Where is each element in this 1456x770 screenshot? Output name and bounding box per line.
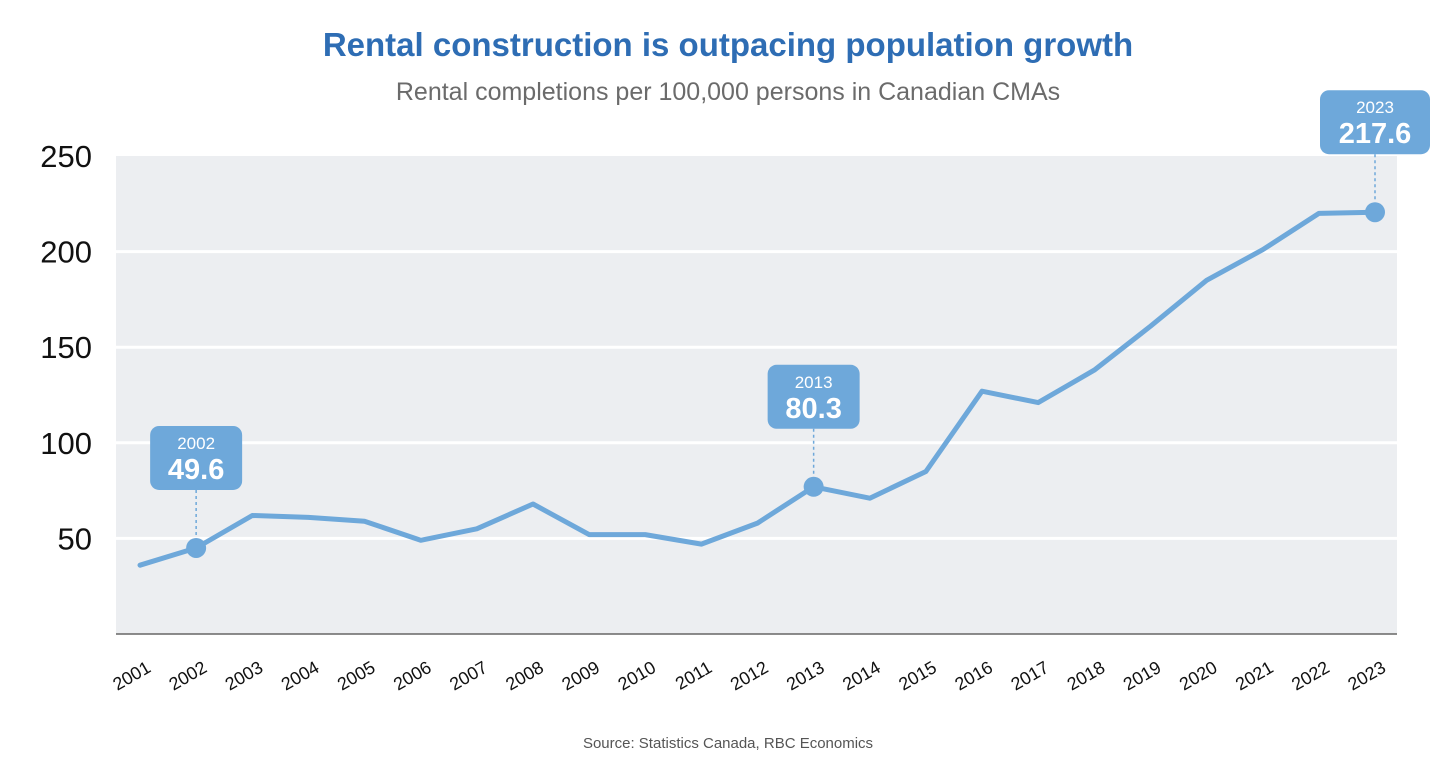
y-tick-label-250: 250: [40, 139, 92, 174]
x-tick-label-2003: 2003: [222, 657, 267, 694]
series-group: [137, 209, 1378, 568]
x-tick-label-2004: 2004: [278, 657, 323, 694]
callout-box-2013: [767, 364, 860, 429]
x-tick-label-2006: 2006: [390, 657, 435, 694]
x-tick-label-2018: 2018: [1064, 657, 1109, 694]
x-tick-label-2009: 2009: [558, 657, 603, 694]
callout-box-2002: [150, 425, 243, 490]
x-tick-label-2007: 2007: [446, 657, 491, 694]
chart-title: Rental construction is outpacing populat…: [322, 26, 1134, 63]
x-tick-label-2022: 2022: [1288, 657, 1333, 694]
callout-value-2002: 49.6: [168, 454, 224, 486]
x-axis: 2001 2002 2003 2004 2005 2006 2007 2008 2009 2010…: [109, 657, 1389, 694]
callout-value-2023: 217.6: [1339, 118, 1412, 150]
source-note: Source: Statistics Canada, RBC Economics: [582, 735, 874, 752]
callout-value-2013: 80.3: [785, 393, 841, 425]
y-tick-label-50: 50: [58, 521, 92, 556]
x-tick-label-2001: 2001: [109, 657, 154, 694]
x-tick-label-2016: 2016: [951, 657, 996, 694]
plot-area: [116, 156, 1397, 634]
x-tick-label-2012: 2012: [727, 657, 772, 694]
series-line-0: [137, 209, 1378, 568]
x-tick-label-2010: 2010: [615, 657, 660, 694]
y-axis: 50 100 150 200 250: [40, 139, 92, 556]
x-tick-label-2023: 2023: [1344, 657, 1389, 694]
y-tick-label-150: 150: [40, 330, 92, 365]
x-tick-label-2017: 2017: [1008, 657, 1053, 694]
y-tick-label-100: 100: [40, 426, 92, 461]
callout-year-2002: 2002: [177, 434, 215, 453]
callout-year-2023: 2023: [1356, 98, 1394, 117]
data-point-2002: [186, 537, 207, 558]
data-point-2013: [803, 476, 824, 497]
gridlines: [116, 250, 1397, 540]
y-tick-label-200: 200: [40, 235, 92, 270]
data-point-2023: [1365, 202, 1385, 223]
callout-box-2023: [1320, 90, 1430, 155]
x-tick-label-2011: 2011: [672, 657, 716, 694]
x-tick-label-2015: 2015: [895, 657, 940, 694]
x-tick-label-2021: 2021: [1232, 657, 1277, 694]
callout-year-2013: 2013: [795, 373, 833, 392]
chart-subtitle: Rental completions per 100,000 persons i…: [395, 78, 1061, 106]
x-tick-label-2020: 2020: [1176, 657, 1221, 694]
x-tick-label-2013: 2013: [783, 657, 828, 694]
x-tick-label-2002: 2002: [165, 657, 210, 694]
x-tick-label-2005: 2005: [334, 657, 379, 694]
x-tick-label-2014: 2014: [839, 657, 884, 694]
x-tick-label-2008: 2008: [502, 657, 547, 694]
x-tick-label-2019: 2019: [1120, 657, 1165, 694]
